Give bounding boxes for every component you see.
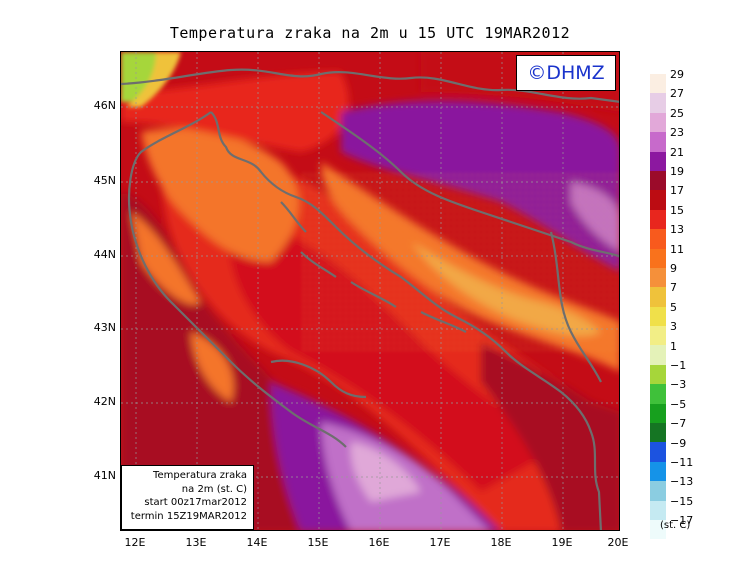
map-field <box>121 52 619 530</box>
legend-swatch <box>650 364 666 385</box>
legend-swatch <box>650 93 666 113</box>
info-box: Temperatura zraka na 2m (st. C) start 00… <box>121 465 254 530</box>
gargano <box>270 359 367 399</box>
legend-swatch <box>650 326 666 346</box>
legend-label: 27 <box>670 87 684 101</box>
copyright-badge: ©DHMZ <box>516 55 616 91</box>
legend-swatch <box>650 151 666 171</box>
legend-swatch <box>650 112 666 133</box>
legend-swatch <box>650 481 666 501</box>
legend-label: 13 <box>670 223 684 237</box>
legend-label: −9 <box>670 436 687 450</box>
y-tick-45n: 45N <box>93 174 116 187</box>
bosnia-border <box>320 111 619 258</box>
info-line-1: Temperatura zraka <box>153 470 247 481</box>
italy-pink <box>350 442 421 502</box>
legend-label: 21 <box>670 145 684 159</box>
italy-orange-2 <box>191 332 234 402</box>
alps-green <box>121 52 161 102</box>
legend-swatch <box>650 229 666 249</box>
legend-swatch <box>650 345 666 365</box>
legend-swatch <box>650 287 666 307</box>
legend-label: 9 <box>670 262 677 275</box>
legend-label: −13 <box>670 475 694 489</box>
islands <box>280 201 467 333</box>
info-line-4: termin 15Z19MAR2012 <box>130 510 247 522</box>
italy-orange-1 <box>131 212 201 305</box>
legend-swatch <box>650 403 666 424</box>
y-tick-46n: 46N <box>93 99 116 112</box>
x-tick-12e: 12E <box>124 536 146 549</box>
x-tick-20e: 20E <box>607 536 629 549</box>
legend-label: 29 <box>670 68 684 81</box>
graticule <box>121 52 619 530</box>
legend-label: 5 <box>670 300 677 314</box>
legend-label: −1 <box>670 359 687 372</box>
legend-label: 15 <box>670 203 684 217</box>
x-tick-13e: 13E <box>185 536 207 549</box>
x-tick-16e: 16E <box>368 536 390 549</box>
legend-swatch <box>650 209 666 230</box>
legend-swatch <box>650 132 666 152</box>
info-line-2: na 2m (st. C) <box>181 483 247 495</box>
legend-label: −11 <box>670 456 694 469</box>
italy-coast <box>127 111 347 448</box>
legend-swatch <box>650 519 666 540</box>
y-tick-44n: 44N <box>93 248 116 261</box>
legend-swatch <box>650 442 666 462</box>
legend-swatch <box>650 384 666 404</box>
color-legend <box>650 74 666 540</box>
legend-label: −17 <box>670 514 694 528</box>
temperature-map[interactable] <box>120 51 620 531</box>
alps-yellow <box>126 52 181 107</box>
y-tick-43n: 43N <box>93 321 116 334</box>
y-tick-41n: 41N <box>93 469 116 482</box>
istria-coast <box>210 111 603 530</box>
x-tick-17e: 17E <box>429 536 451 549</box>
map-title: Temperatura zraka na 2m u 15 UTC 19MAR20… <box>169 24 571 42</box>
legend-label: −5 <box>670 397 687 411</box>
north-red <box>121 72 349 152</box>
legend-swatch <box>650 500 666 520</box>
legend-swatch <box>650 170 666 191</box>
legend-label: 17 <box>670 184 684 198</box>
balkan-dark <box>481 342 619 530</box>
x-tick-15e: 15E <box>307 536 329 549</box>
legend-label: 19 <box>670 165 684 178</box>
legend-swatch <box>650 306 666 327</box>
legend-swatch <box>650 190 666 210</box>
legend-label: 11 <box>670 242 684 256</box>
legend-swatch <box>650 248 666 268</box>
legend-label: −3 <box>670 378 687 392</box>
texture-dots <box>301 172 619 352</box>
info-line-3: start 00z17mar2012 <box>144 497 247 508</box>
serbia-border <box>549 231 602 383</box>
coastlines <box>121 68 619 530</box>
legend-label: −15 <box>670 494 694 508</box>
legend-label: 3 <box>670 320 677 334</box>
legend-unit: (st. C) <box>660 520 691 531</box>
legend-swatch <box>650 461 666 482</box>
x-tick-18e: 18E <box>490 536 512 549</box>
x-tick-14e: 14E <box>246 536 268 549</box>
legend-label: 1 <box>670 339 677 353</box>
x-tick-19e: 19E <box>551 536 573 549</box>
legend-swatch <box>650 74 666 94</box>
legend-label: 7 <box>670 281 677 295</box>
y-tick-42n: 42N <box>93 395 116 408</box>
legend-swatch <box>650 267 666 288</box>
legend-label: 23 <box>670 126 684 140</box>
legend-label: −7 <box>670 417 687 431</box>
istria-orange <box>141 128 300 262</box>
legend-label: 25 <box>670 106 684 120</box>
legend-swatch <box>650 423 666 443</box>
